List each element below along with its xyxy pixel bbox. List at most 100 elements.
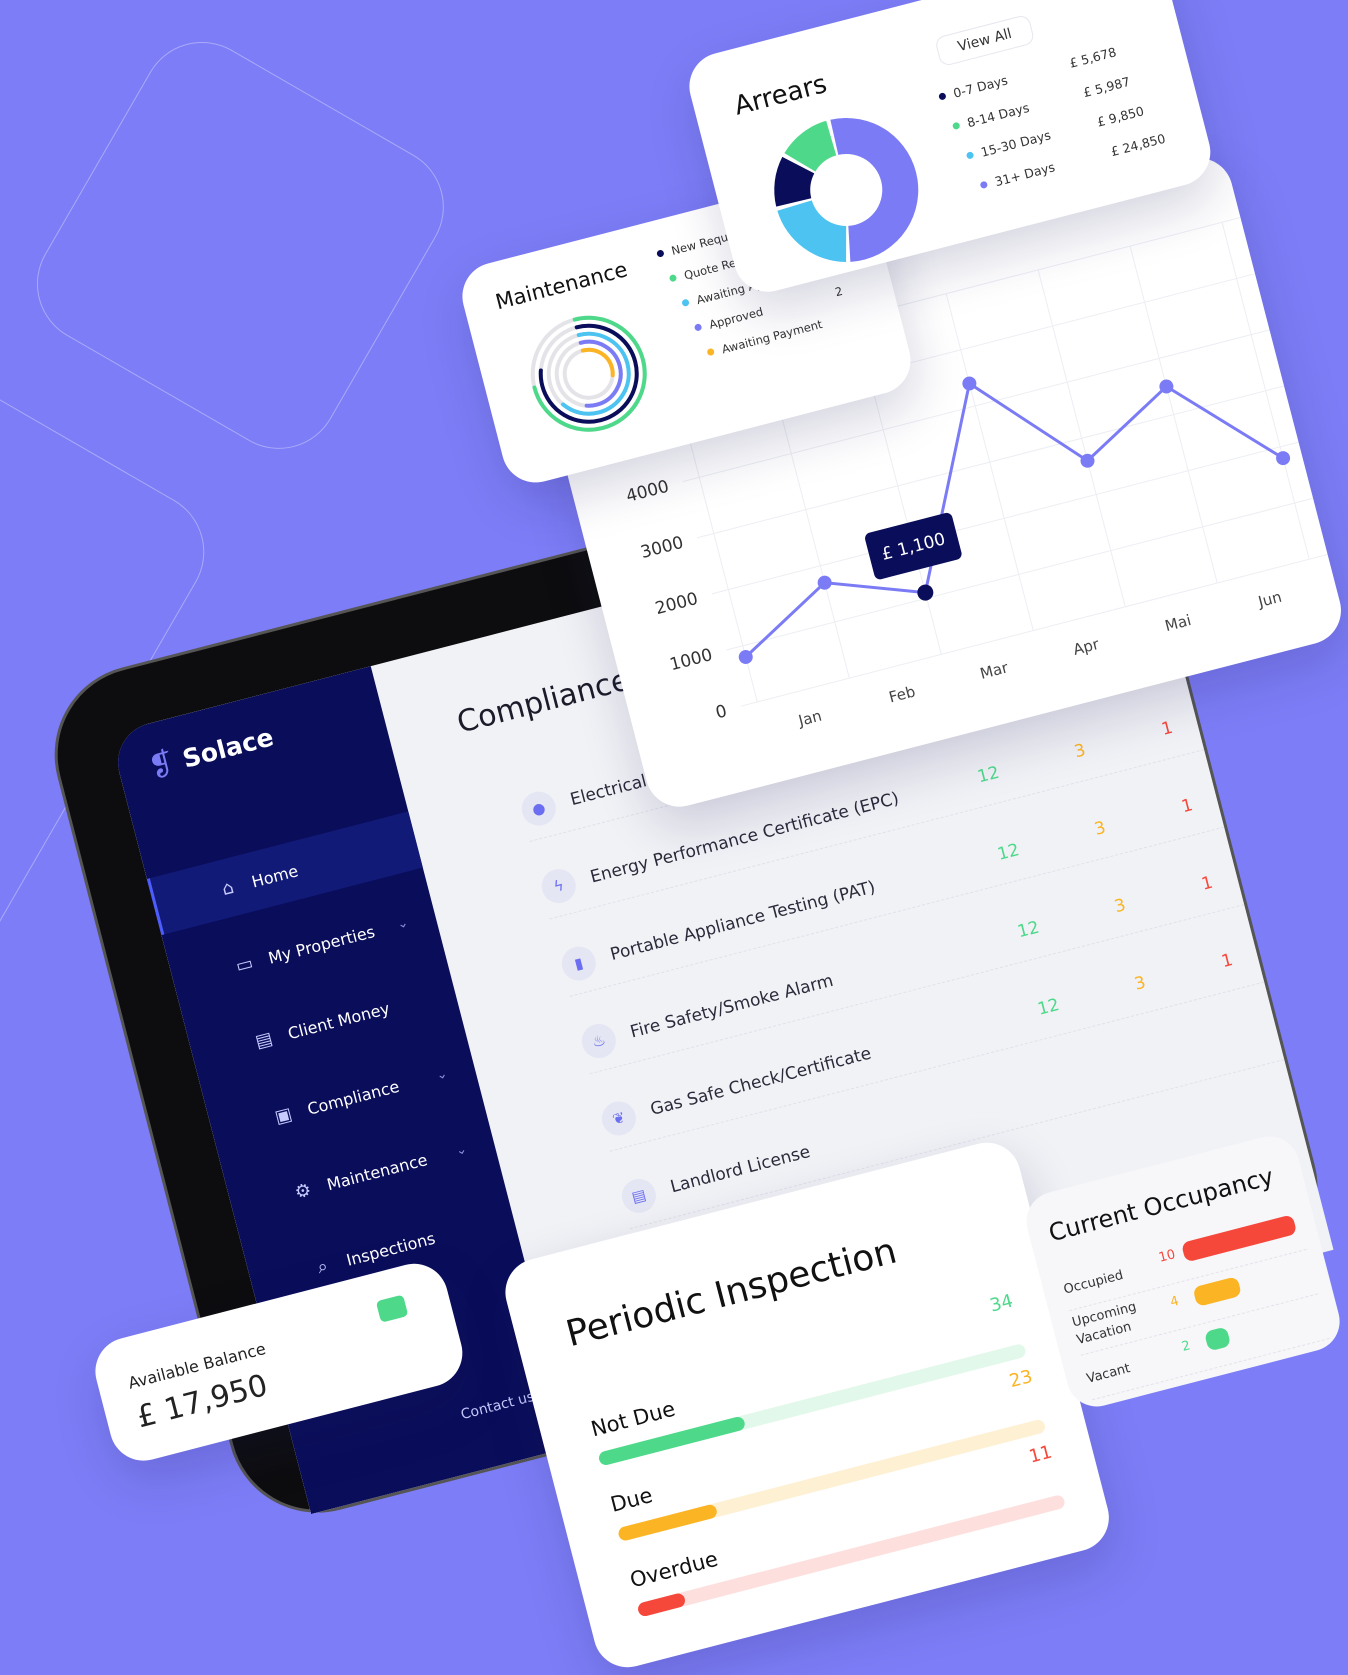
legend-dot [693,323,703,332]
sidebar-item-label: Inspections [344,1228,438,1270]
occupancy-label: Vacant [1085,1361,1132,1387]
home-icon: ⌂ [219,876,236,900]
ring-track [562,347,615,400]
document-icon: ▤ [618,1174,660,1217]
data-point[interactable] [1079,452,1096,469]
occupancy-bar [1192,1276,1242,1307]
data-point[interactable] [1158,378,1175,395]
arrears-title: Arrears [731,69,831,122]
count-valid: 12 [975,762,1002,787]
solace-logo-icon: ❡ [144,745,178,786]
chevron-down-icon[interactable]: ⌄ [434,1065,449,1084]
leaf-icon: ❦ [598,1097,640,1139]
legend-dot [668,273,678,283]
donut-slice[interactable] [815,102,934,263]
occupancy-bar [1203,1326,1232,1352]
logo[interactable]: ❡ Solace [144,720,277,786]
data-point[interactable] [737,648,754,665]
occupancy-count: 10 [1157,1247,1177,1266]
grid-line-v [1129,245,1218,584]
ring-arc [546,331,631,416]
data-point[interactable] [816,574,833,591]
wallet-icon [375,1294,409,1323]
grid-line-h [682,329,1270,483]
ring-arc [554,339,623,408]
tooltip [865,512,962,580]
y-tick-label: 2000 [653,589,700,619]
y-tick-label: 1000 [668,645,715,675]
donut-slice[interactable] [765,150,821,207]
legend-dot [706,347,715,357]
ring-arc [538,323,639,424]
y-tick-label: 3000 [639,533,686,563]
inspection-count: 23 [1007,1366,1035,1393]
count-due: 3 [1132,972,1148,995]
legend-value: £ 5,678 [1067,43,1118,71]
count-valid: 12 [1015,917,1042,942]
chevron-down-icon[interactable]: ⌄ [395,914,410,932]
legend-value: £ 5,987 [1081,73,1132,100]
data-point[interactable] [1275,450,1292,467]
x-tick-label: Feb [887,682,917,706]
x-tick-label: Jun [1255,588,1283,612]
count-valid: 12 [995,839,1022,865]
sidebar-item-label: Client Money [285,998,392,1043]
grid-line-h [726,497,1314,651]
contact-us-link[interactable]: Contact us [459,1388,536,1424]
occupancy-count: 2 [1180,1338,1193,1355]
x-tick-label: Mar [978,658,1011,683]
x-tick-label: Jan [796,707,824,730]
sidebar-item-label: Home [249,860,301,891]
grid-line-h [697,385,1285,539]
grid-line-v [945,293,1034,631]
legend-dot [979,180,989,189]
arrears-card: Arrears View All 0-7 Days £ 5,678 8-14 D… [682,0,1218,300]
count-valid: 12 [1035,994,1062,1020]
sidebar-item-label: My Properties [266,921,377,968]
flame-icon: ♨ [578,1019,620,1062]
arrears-donut-chart [765,102,934,276]
donut-slice[interactable] [777,194,855,276]
x-tick-label: Apr [1071,635,1101,659]
legend-dot [681,298,690,308]
maintenance-card: Maintenance New Requests Quote Requests … [455,166,918,490]
gear-icon: ⚙ [292,1178,314,1204]
occupancy-count: 4 [1168,1293,1181,1311]
grid-line-v [1037,269,1126,607]
legend-value: £ 24,850 [1109,130,1167,159]
ring-arc [530,315,647,432]
x-tick-label: Mai [1163,611,1193,635]
chevron-down-icon[interactable]: ⌄ [454,1141,469,1159]
y-tick-label: 4000 [624,477,671,507]
maintenance-radial-chart [530,315,647,432]
background-decoration [15,20,466,471]
count-due: 3 [1072,739,1088,762]
compliance-icon: ▣ [272,1103,295,1128]
search-check-icon: ⌕ [314,1254,330,1278]
count-due: 3 [1112,894,1128,917]
page-title: Compliance [453,662,634,741]
legend-value: £ 9,850 [1095,102,1146,130]
count-due: 3 [1092,817,1108,840]
count-overdue: 1 [1179,794,1195,817]
legend-dot [965,150,975,160]
sidebar-item-label: Compliance [305,1076,402,1119]
data-point[interactable] [961,375,978,392]
grid-line-h [740,553,1328,707]
occupancy-label: Occupied [1062,1267,1125,1298]
inspection-count: 11 [1026,1441,1055,1468]
count-overdue: 1 [1219,949,1235,972]
y-tick-label: 0 [714,701,729,723]
legend-dot [656,249,665,258]
donut-slice[interactable] [779,120,839,178]
progress-fill [636,1591,687,1618]
data-point[interactable] [916,583,935,602]
logo-text: Solace [179,722,277,774]
inspection-count: 34 [987,1290,1016,1317]
legend-dot [951,121,961,130]
money-icon: ▤ [253,1027,275,1053]
properties-icon: ▭ [233,952,256,977]
count-overdue: 1 [1159,717,1175,740]
sidebar-item-label: Maintenance [324,1149,430,1194]
inspection-label: Due [608,1483,656,1517]
